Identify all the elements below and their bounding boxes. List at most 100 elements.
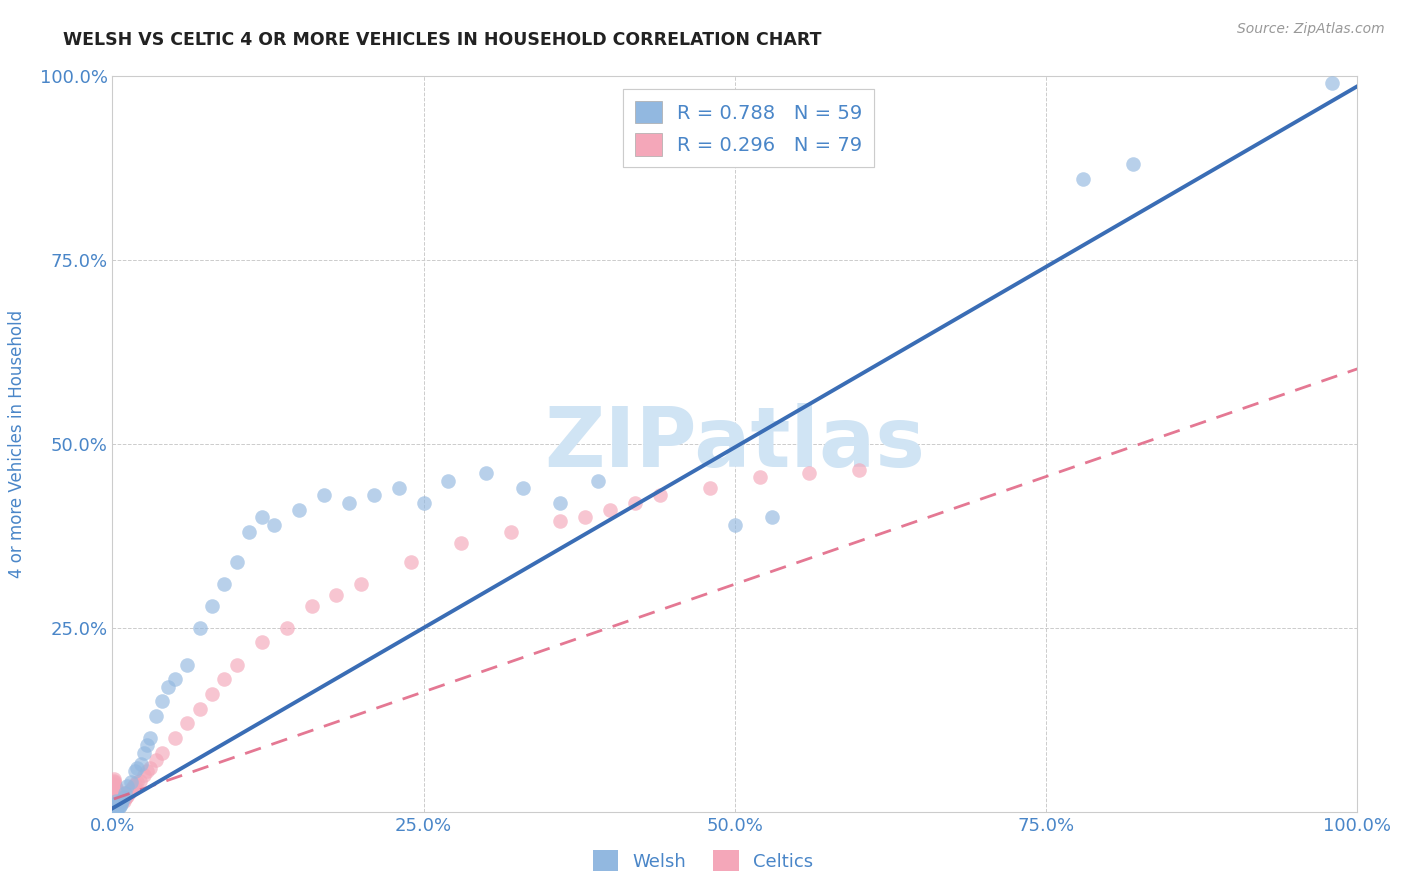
Point (412, 496, 434, 510)
Point (586, 474, 609, 488)
Point (118, 786, 141, 800)
Point (250, 510, 273, 524)
Text: WELSH VS CELTIC 4 OR MORE VEHICLES IN HOUSEHOLD CORRELATION CHART: WELSH VS CELTIC 4 OR MORE VEHICLES IN HO… (63, 31, 821, 49)
Point (107, 791, 129, 805)
Point (337, 496, 360, 510)
Point (112, 794, 135, 808)
Point (761, 510, 783, 524)
Point (112, 790, 135, 805)
Point (103, 790, 125, 805)
Point (848, 462, 870, 476)
Point (105, 794, 128, 808)
Point (103, 773, 125, 788)
Point (624, 496, 647, 510)
Point (104, 784, 127, 798)
Point (128, 773, 150, 788)
Point (105, 801, 128, 815)
Point (104, 779, 127, 793)
Point (350, 576, 373, 591)
Point (201, 599, 224, 613)
Point (225, 554, 249, 569)
Point (108, 794, 131, 808)
Point (132, 768, 155, 782)
Point (214, 576, 236, 591)
Point (107, 784, 129, 798)
Point (263, 517, 285, 532)
Point (550, 496, 572, 510)
Point (150, 694, 173, 708)
Point (110, 794, 132, 808)
Point (103, 782, 125, 797)
Point (107, 796, 129, 810)
Point (107, 794, 129, 808)
Point (104, 802, 127, 816)
Legend: R = 0.788   N = 59, R = 0.296   N = 79: R = 0.788 N = 59, R = 0.296 N = 79 (623, 89, 875, 167)
Point (225, 657, 249, 672)
Point (127, 775, 149, 789)
Point (723, 517, 745, 532)
Point (103, 786, 125, 800)
Point (124, 764, 146, 779)
Point (105, 794, 128, 808)
Point (188, 621, 211, 635)
Point (122, 779, 145, 793)
Point (111, 789, 134, 803)
Point (399, 554, 422, 569)
Point (115, 790, 138, 805)
Point (104, 803, 127, 817)
Point (145, 753, 167, 767)
Point (799, 466, 821, 480)
Point (129, 756, 152, 771)
Y-axis label: 4 or more Vehicles in Household: 4 or more Vehicles in Household (7, 310, 25, 578)
Point (104, 782, 127, 797)
Point (105, 786, 128, 800)
Point (250, 635, 273, 649)
Point (104, 797, 127, 812)
Point (107, 789, 129, 803)
Point (107, 800, 129, 814)
Point (238, 524, 260, 539)
Point (176, 657, 198, 672)
Point (136, 739, 159, 753)
Point (276, 621, 298, 635)
Point (108, 790, 131, 805)
Point (648, 488, 671, 502)
Point (104, 791, 127, 805)
Point (163, 673, 186, 687)
Point (103, 772, 125, 786)
Point (312, 488, 335, 502)
Point (104, 790, 127, 805)
Point (107, 793, 129, 807)
Point (108, 786, 131, 800)
Point (139, 731, 162, 746)
Point (437, 474, 460, 488)
Point (163, 731, 186, 746)
Point (104, 786, 127, 800)
Text: ZIPatlas: ZIPatlas (544, 403, 925, 484)
Point (118, 784, 141, 798)
Point (104, 800, 127, 814)
Point (103, 778, 125, 792)
Point (176, 716, 198, 731)
Point (574, 510, 596, 524)
Point (214, 673, 236, 687)
Point (105, 798, 128, 813)
Point (103, 799, 125, 814)
Point (499, 524, 522, 539)
Point (103, 804, 125, 818)
Point (145, 709, 167, 723)
Point (107, 798, 129, 813)
Point (110, 790, 132, 805)
Point (157, 680, 180, 694)
Point (104, 781, 127, 796)
Point (117, 789, 139, 803)
Point (512, 481, 534, 495)
Point (136, 764, 159, 779)
Point (748, 470, 770, 484)
Point (120, 775, 142, 789)
Point (103, 775, 125, 789)
Point (114, 786, 136, 800)
Point (105, 803, 128, 817)
Point (103, 801, 125, 815)
Point (132, 746, 155, 760)
